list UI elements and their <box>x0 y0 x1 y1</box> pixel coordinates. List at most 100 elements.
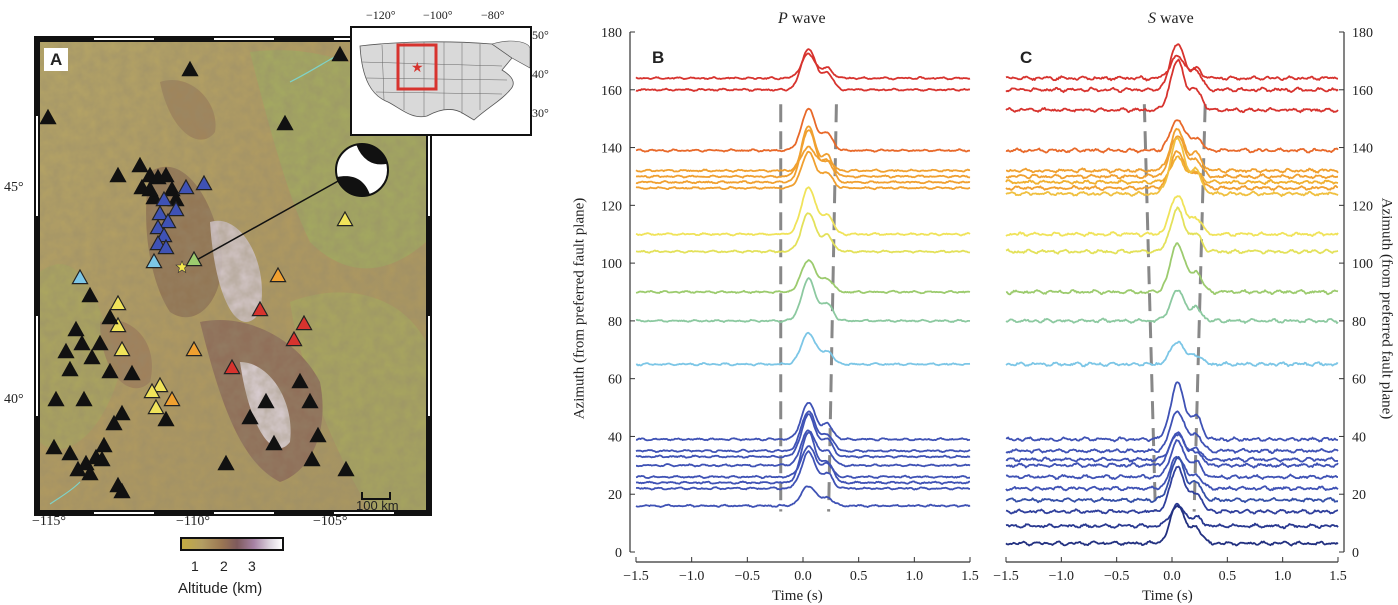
seismogram-trace <box>1005 504 1339 547</box>
panel-a: A 100 km −115° −110° −105° 45° 40° 1 2 3… <box>0 0 560 605</box>
seismogram-trace <box>635 402 971 442</box>
y-axis-label-right: Azimuth (from preferred fault plane) <box>1378 197 1395 420</box>
station-triangle-icon <box>177 178 195 195</box>
station-triangle-icon <box>257 392 275 409</box>
seismogram-trace <box>635 410 971 453</box>
seismogram-trace <box>1005 439 1338 480</box>
x-tick-label: 0.5 <box>850 569 868 584</box>
station-triangle-icon <box>133 178 151 195</box>
x-tick-label: −1.5 <box>623 569 648 584</box>
station-triangle-icon <box>105 414 123 431</box>
seismogram-trace <box>1005 43 1339 94</box>
station-triangle-icon <box>91 334 109 351</box>
seismogram-trace <box>635 450 971 491</box>
seismogram-trace <box>1005 136 1339 198</box>
y-tick-label: 160 <box>601 84 622 99</box>
inset-lon-tick: −100° <box>423 8 453 22</box>
seismogram-trace <box>635 259 971 295</box>
inset-lat-tick: 40° <box>532 67 549 81</box>
station-triangle-icon <box>155 190 173 207</box>
station-triangle-icon <box>45 438 63 455</box>
station-triangle-icon <box>71 268 89 285</box>
station-triangle-icon <box>123 364 141 381</box>
y-axis-label-left: Azimuth (from preferred fault plane) <box>571 197 588 420</box>
station-triangle-icon <box>81 286 99 303</box>
inset-lon-tick: −120° <box>366 8 396 22</box>
station-triangle-icon <box>185 250 203 267</box>
y-tick-label: 120 <box>601 199 622 214</box>
station-triangle-icon <box>265 434 283 451</box>
seismogram-trace <box>1006 127 1339 174</box>
scale-bar <box>361 492 391 500</box>
station-triangle-icon <box>185 340 203 357</box>
station-triangle-icon <box>73 334 91 351</box>
station-triangle-icon <box>167 200 185 217</box>
station-triangle-icon <box>157 166 175 183</box>
svg-text:★: ★ <box>411 61 424 76</box>
station-triangle-icon <box>217 454 235 471</box>
x-tick-label: 0.5 <box>1219 569 1237 584</box>
y-tick-label: 160 <box>1352 84 1373 99</box>
station-triangle-icon <box>155 226 173 243</box>
station-triangle-icon <box>95 436 113 453</box>
study-area-box <box>396 43 438 91</box>
seismogram-trace <box>1005 410 1339 455</box>
inset-lat-tick: 50° <box>532 28 549 42</box>
lat-tick: 45° <box>4 180 24 195</box>
colorbar-label: Altitude (km) <box>178 580 263 597</box>
scale-label: 100 km <box>356 498 399 513</box>
colorbar-tick: 1 <box>191 558 199 574</box>
station-triangle-icon <box>269 266 287 283</box>
seismogram-trace <box>635 48 971 92</box>
seismogram-trace <box>635 129 971 185</box>
x-tick-label: 0.0 <box>1163 569 1181 584</box>
station-triangle-icon <box>295 314 313 331</box>
seismogram-trace <box>1005 431 1339 469</box>
seismogram-trace <box>635 186 971 237</box>
seismogram-trace <box>635 431 971 485</box>
station-triangle-icon <box>147 398 165 415</box>
station-triangle-icon <box>151 376 169 393</box>
station-triangle-icon <box>163 390 181 407</box>
beachball-leader <box>183 179 341 268</box>
station-triangle-icon <box>113 404 131 421</box>
x-tick-label: −0.5 <box>735 569 760 584</box>
y-tick-label: 40 <box>1352 430 1366 445</box>
station-layer <box>39 45 389 499</box>
station-triangle-icon <box>309 426 327 443</box>
station-triangle-icon <box>75 390 93 407</box>
panel-a-letter: A <box>44 48 69 71</box>
station-triangle-icon <box>101 362 119 379</box>
seismogram-trace <box>635 413 971 459</box>
inset-lon-tick: −80° <box>481 8 505 22</box>
x-tick-label: −1.0 <box>679 569 704 584</box>
station-triangle-icon <box>83 348 101 365</box>
inset-lat-tick: 30° <box>532 106 549 120</box>
station-triangle-icon <box>131 156 149 173</box>
station-triangle-icon <box>109 294 127 311</box>
lon-tick: −105° <box>313 514 348 529</box>
panel-c-letter: C <box>1014 46 1039 69</box>
seismogram-trace <box>1005 195 1339 238</box>
seismogram-trace <box>635 212 971 254</box>
seismogram-trace <box>1005 289 1339 324</box>
station-triangle-icon <box>331 45 349 62</box>
station-triangle-icon <box>113 482 131 499</box>
y-tick-label: 20 <box>608 488 622 503</box>
station-triangle-icon <box>157 410 175 427</box>
station-triangle-icon <box>81 464 99 481</box>
station-triangle-icon <box>336 210 354 227</box>
x-axis-label-b: Time (s) <box>772 588 823 604</box>
y-tick-label: 120 <box>1352 199 1373 214</box>
station-triangle-icon <box>93 450 111 467</box>
y-tick-label: 140 <box>1352 142 1373 157</box>
beachball-icon <box>335 143 389 197</box>
station-triangle-icon <box>145 252 163 269</box>
station-triangle-icon <box>67 320 85 337</box>
station-triangle-icon <box>101 308 119 325</box>
x-tick-label: 1.0 <box>1274 569 1292 584</box>
seismogram-trace <box>1005 455 1339 492</box>
seismogram-trace <box>635 107 971 153</box>
x-tick-label: 1.0 <box>906 569 924 584</box>
x-tick-label: −1.5 <box>993 569 1018 584</box>
